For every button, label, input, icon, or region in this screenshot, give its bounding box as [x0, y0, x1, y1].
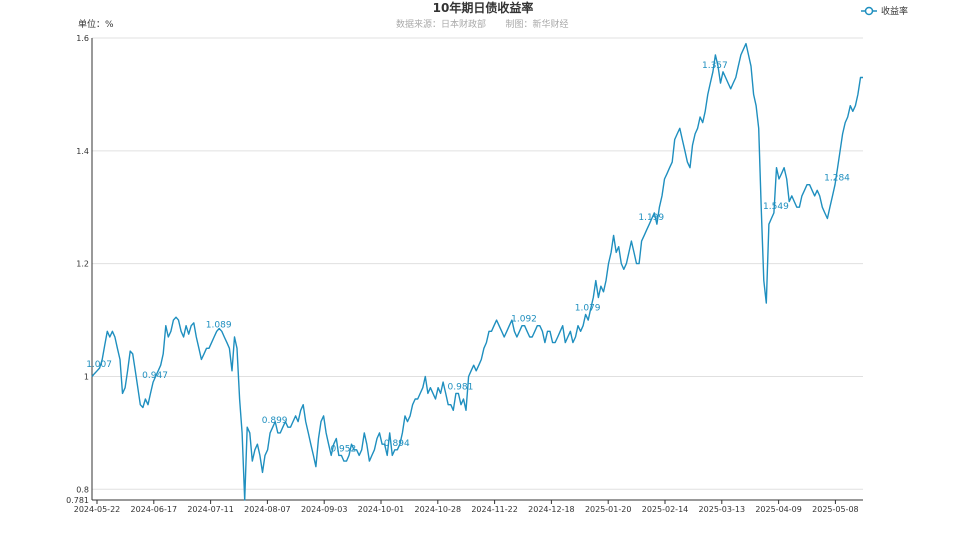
legend-marker-icon — [864, 6, 874, 16]
grid — [92, 37, 863, 501]
x-tick-label: 2024-09-03 — [301, 505, 348, 514]
chart-title: 10年期日债收益率 — [433, 0, 534, 15]
legend[interactable]: 收益率 — [861, 5, 908, 17]
data-label: 1.199 — [638, 213, 664, 223]
x-tick-label: 2024-08-07 — [244, 505, 291, 514]
data-label: 0.894 — [384, 439, 410, 449]
x-tick-label: 2025-02-14 — [642, 505, 689, 514]
x-tick-label: 2025-05-08 — [812, 505, 859, 514]
data-label: 1.007 — [86, 360, 112, 370]
data-label: 0.981 — [448, 382, 474, 392]
x-tick-label: 2024-10-28 — [415, 505, 462, 514]
y-tick-label: 1.4 — [76, 147, 89, 156]
y-tick-label: 1 — [84, 372, 89, 381]
data-label: 0.952 — [330, 444, 356, 454]
data-label: 1.343 — [885, 0, 911, 3]
data-label: 1.357 — [702, 61, 728, 71]
chart-subtitle-source: 数据来源：日本财政部 — [396, 18, 486, 30]
x-tick-label: 2024-07-11 — [187, 505, 234, 514]
y-tick-label: 0.8 — [76, 485, 89, 494]
x-tick-label: 2024-11-22 — [471, 505, 518, 514]
y-tick-label: 0.781 — [66, 496, 89, 505]
legend-label: 收益率 — [881, 5, 908, 17]
y-tick-label: 1.6 — [76, 34, 89, 43]
data-label: 1.092 — [511, 315, 537, 325]
x-tick-label: 2025-01-20 — [585, 505, 632, 514]
data-label: 1.549 — [763, 202, 789, 212]
x-tick-label: 2024-06-17 — [131, 505, 178, 514]
data-label: 1.284 — [824, 174, 850, 184]
axes: 0.781 0.8 1 1.2 1.4 1.6 2024-05-22 2024-06-17 20… — [66, 34, 863, 514]
series-line-yield — [91, 42, 863, 501]
data-label: 1.079 — [575, 303, 601, 313]
x-tick-label: 2025-04-09 — [755, 505, 802, 514]
chart-subtitle-maker: 制图：新华财经 — [505, 18, 568, 30]
y-tick-label: 1.2 — [76, 260, 89, 269]
x-tick-label: 2024-05-22 — [74, 505, 121, 514]
data-label: 1.089 — [206, 320, 232, 330]
series-layer — [91, 42, 863, 501]
unit-label: 单位：% — [78, 18, 114, 30]
x-tick-label: 2025-03-13 — [699, 505, 746, 514]
data-label: 0.947 — [142, 371, 168, 381]
data-labels: 1.007 0.947 1.089 0.899 0.952 0.894 0.981 1.092… — [86, 0, 911, 454]
x-tick-label: 2024-12-18 — [528, 505, 575, 514]
x-tick-label: 2024-10-01 — [358, 505, 405, 514]
data-label: 0.899 — [262, 416, 288, 426]
